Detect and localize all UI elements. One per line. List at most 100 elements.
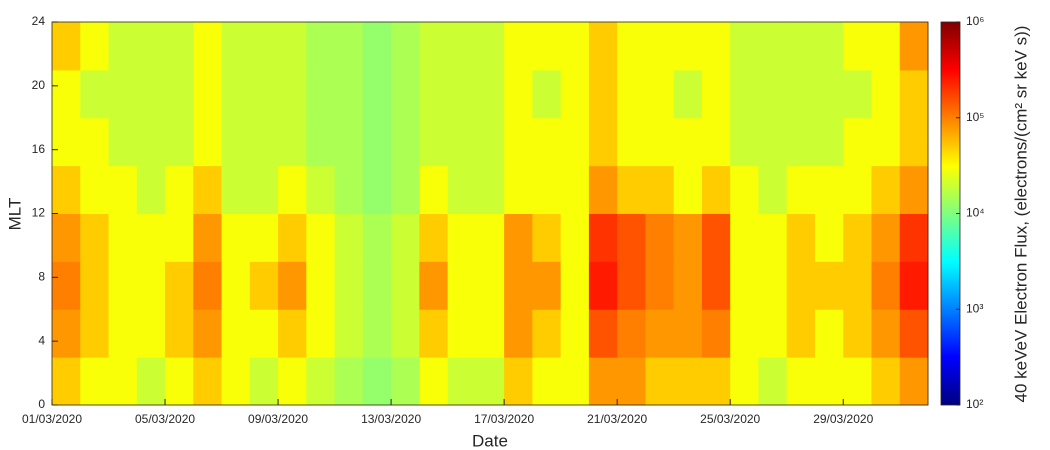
heatmap-cell xyxy=(165,357,194,406)
heatmap-cell xyxy=(617,213,646,262)
heatmap-cell xyxy=(362,261,392,310)
heatmap-cell xyxy=(701,22,731,71)
heatmap-cell xyxy=(617,22,646,71)
heatmap-cell xyxy=(560,213,590,262)
heatmap-cell xyxy=(475,165,505,214)
heatmap-cell xyxy=(165,261,194,310)
heatmap-cell xyxy=(786,309,816,358)
y-tick-label: 20 xyxy=(32,78,46,92)
heatmap-cell xyxy=(249,165,279,214)
heatmap-cell xyxy=(871,117,901,167)
heatmap-cell xyxy=(419,309,449,358)
heatmap-cell xyxy=(673,261,703,310)
heatmap-cell xyxy=(306,357,336,406)
heatmap-cell xyxy=(588,261,618,310)
y-tick-label: 0 xyxy=(38,397,45,411)
heatmap-cell xyxy=(165,69,194,119)
heatmap-cell xyxy=(532,117,562,167)
heatmap-cell xyxy=(136,22,166,71)
heatmap-cell xyxy=(362,117,392,167)
heatmap-cell xyxy=(52,309,81,358)
heatmap-cell xyxy=(673,357,703,406)
heatmap-cell xyxy=(673,117,703,167)
x-tick-label: 05/03/2020 xyxy=(135,412,195,426)
heatmap-cell xyxy=(80,309,110,358)
colorbar-tick-label: 10³ xyxy=(966,301,983,315)
heatmap-cell xyxy=(249,69,279,119)
heatmap-cell xyxy=(532,165,562,214)
heatmap-cell xyxy=(532,22,562,71)
heatmap-cell xyxy=(843,22,872,71)
heatmap-cell xyxy=(843,357,872,406)
heatmap-cell xyxy=(758,261,788,310)
heatmap-cell xyxy=(673,309,703,358)
heatmap-cell xyxy=(334,261,364,310)
heatmap-cell xyxy=(843,309,872,358)
x-tick-label: 25/03/2020 xyxy=(700,412,760,426)
heatmap-cell xyxy=(52,22,81,71)
heatmap-cell xyxy=(249,117,279,167)
heatmap-cell xyxy=(504,22,533,71)
heatmap-cell xyxy=(730,117,759,167)
heatmap-cell xyxy=(165,117,194,167)
heatmap-cell xyxy=(419,357,449,406)
heatmap-cell xyxy=(871,261,901,310)
heatmap-cell xyxy=(588,213,618,262)
heatmap-cell xyxy=(362,165,392,214)
heatmap-cell xyxy=(673,69,703,119)
heatmap-cell xyxy=(249,22,279,71)
heatmap-cell xyxy=(419,213,449,262)
heatmap-cell xyxy=(52,117,81,167)
heatmap-cell xyxy=(588,69,618,119)
heatmap-cell xyxy=(701,261,731,310)
colorbar-tick-label: 10⁶ xyxy=(966,14,984,28)
heatmap-cell xyxy=(617,165,646,214)
heatmap-cell xyxy=(221,22,251,71)
heatmap-cell xyxy=(899,357,929,406)
heatmap-cell xyxy=(306,117,336,167)
heatmap-cell xyxy=(221,69,251,119)
heatmap xyxy=(52,22,929,406)
heatmap-cell xyxy=(52,213,81,262)
heatmap-cell xyxy=(108,261,138,310)
heatmap-cell xyxy=(108,69,138,119)
heatmap-cell xyxy=(617,261,646,310)
heatmap-cell xyxy=(758,309,788,358)
heatmap-cell xyxy=(871,165,901,214)
heatmap-cell xyxy=(278,213,307,262)
heatmap-cell xyxy=(645,261,675,310)
heatmap-cell xyxy=(871,69,901,119)
heatmap-cell xyxy=(80,117,110,167)
heatmap-cell xyxy=(532,309,562,358)
heatmap-cell xyxy=(560,309,590,358)
heatmap-cell xyxy=(108,357,138,406)
heatmap-cell xyxy=(278,22,307,71)
heatmap-cell xyxy=(899,213,929,262)
heatmap-cell xyxy=(532,213,562,262)
heatmap-cell xyxy=(447,213,477,262)
heatmap-cell xyxy=(52,261,81,310)
heatmap-cell xyxy=(80,69,110,119)
heatmap-cell xyxy=(193,357,223,406)
colorbar-tick-label: 10⁵ xyxy=(966,110,984,124)
heatmap-cell xyxy=(221,357,251,406)
heatmap-cell xyxy=(475,357,505,406)
heatmap-cell xyxy=(221,261,251,310)
heatmap-cell xyxy=(758,213,788,262)
heatmap-cell xyxy=(391,357,420,406)
heatmap-cell xyxy=(419,69,449,119)
heatmap-cell xyxy=(108,309,138,358)
heatmap-cell xyxy=(221,213,251,262)
heatmap-cell xyxy=(673,213,703,262)
heatmap-cell xyxy=(306,309,336,358)
heatmap-cell xyxy=(617,309,646,358)
heatmap-cell xyxy=(419,22,449,71)
heatmap-cell xyxy=(814,117,844,167)
heatmap-cell xyxy=(80,261,110,310)
heatmap-cell xyxy=(645,117,675,167)
heatmap-cell xyxy=(899,69,929,119)
heatmap-cell xyxy=(730,357,759,406)
heatmap-cell xyxy=(758,22,788,71)
heatmap-cell xyxy=(814,22,844,71)
heatmap-cell xyxy=(108,213,138,262)
